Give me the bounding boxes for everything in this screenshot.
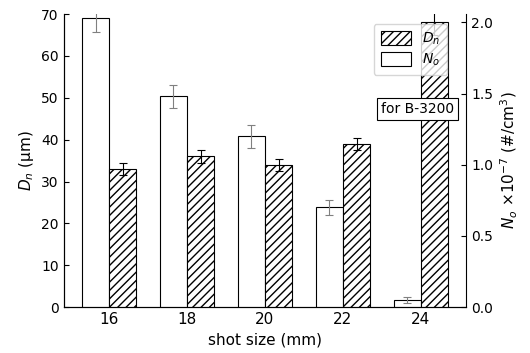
Bar: [109, 169, 136, 307]
Bar: [394, 300, 421, 307]
Y-axis label: $D_n$ (μm): $D_n$ (μm): [16, 130, 36, 191]
X-axis label: shot size (mm): shot size (mm): [208, 333, 322, 347]
Bar: [343, 144, 370, 307]
Bar: [82, 18, 109, 307]
Bar: [238, 136, 265, 307]
Legend: $D_n$, $N_o$: $D_n$, $N_o$: [374, 24, 447, 75]
Bar: [421, 23, 448, 307]
Bar: [187, 156, 214, 307]
Y-axis label: $N_o$ ×10$^{-7}$ (#/cm$^3$): $N_o$ ×10$^{-7}$ (#/cm$^3$): [499, 92, 520, 229]
Bar: [265, 165, 292, 307]
Text: for B-3200: for B-3200: [381, 102, 454, 116]
Bar: [316, 208, 343, 307]
Bar: [160, 96, 187, 307]
